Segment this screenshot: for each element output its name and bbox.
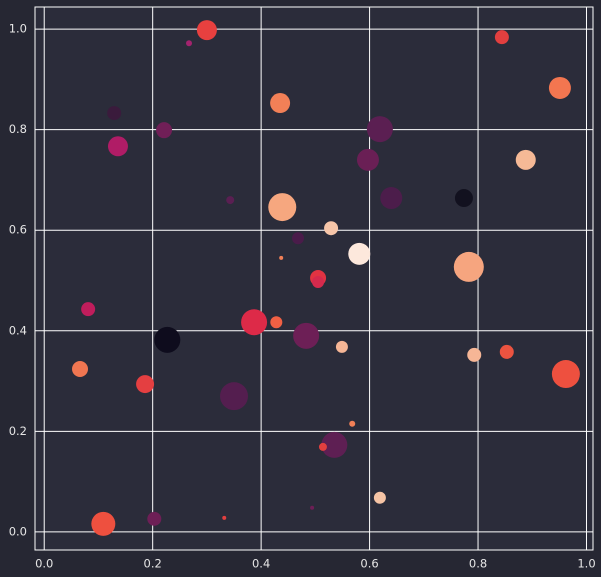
bubble [380,187,403,210]
bubble [494,30,509,45]
x-tick-label: 0.0 [35,557,53,571]
bubble [515,149,536,170]
bubble [349,420,356,427]
y-tick-label: 0.4 [9,323,27,337]
bubble [220,382,249,411]
bubble [324,221,339,236]
bubble [312,276,325,289]
bubble [356,148,379,171]
bubble [292,232,305,245]
x-tick-label: 0.8 [469,557,487,571]
bubble [222,515,227,520]
bubble [241,309,268,336]
bubble [186,40,193,47]
bubble [270,93,291,114]
y-tick-label: 0.0 [9,524,27,538]
bubble [107,136,128,157]
bubble [467,347,482,362]
bubble [335,340,348,353]
bubble [196,20,217,41]
y-tick-label: 0.6 [9,223,27,237]
bubble [147,511,162,526]
plot-frame [34,6,594,551]
bubble [72,361,89,377]
bubble [268,193,297,222]
bubble [226,196,235,205]
bubble [348,242,371,265]
bubble [293,322,320,349]
bubble [548,76,571,99]
bubble [321,431,348,458]
bubble [154,326,181,353]
bubble [453,251,484,282]
bubble [91,511,116,536]
bubble [107,106,122,121]
x-tick-label: 0.6 [360,557,378,571]
x-tick-label: 1.0 [577,557,595,571]
bubble [499,344,514,359]
bubble [366,116,393,143]
bubble [373,491,386,504]
y-tick-label: 1.0 [9,22,27,36]
bubble [454,189,473,208]
x-tick-label: 0.2 [144,557,162,571]
bubble [81,302,96,317]
bubble [279,255,284,260]
bubble [156,122,173,139]
x-tick-label: 0.4 [252,557,270,571]
bubble [136,375,155,394]
bubble [318,442,327,451]
bubble [551,360,580,389]
bubble [310,505,315,510]
y-tick-label: 0.2 [9,424,27,438]
y-tick-label: 0.8 [9,122,27,136]
bubble [270,316,283,329]
